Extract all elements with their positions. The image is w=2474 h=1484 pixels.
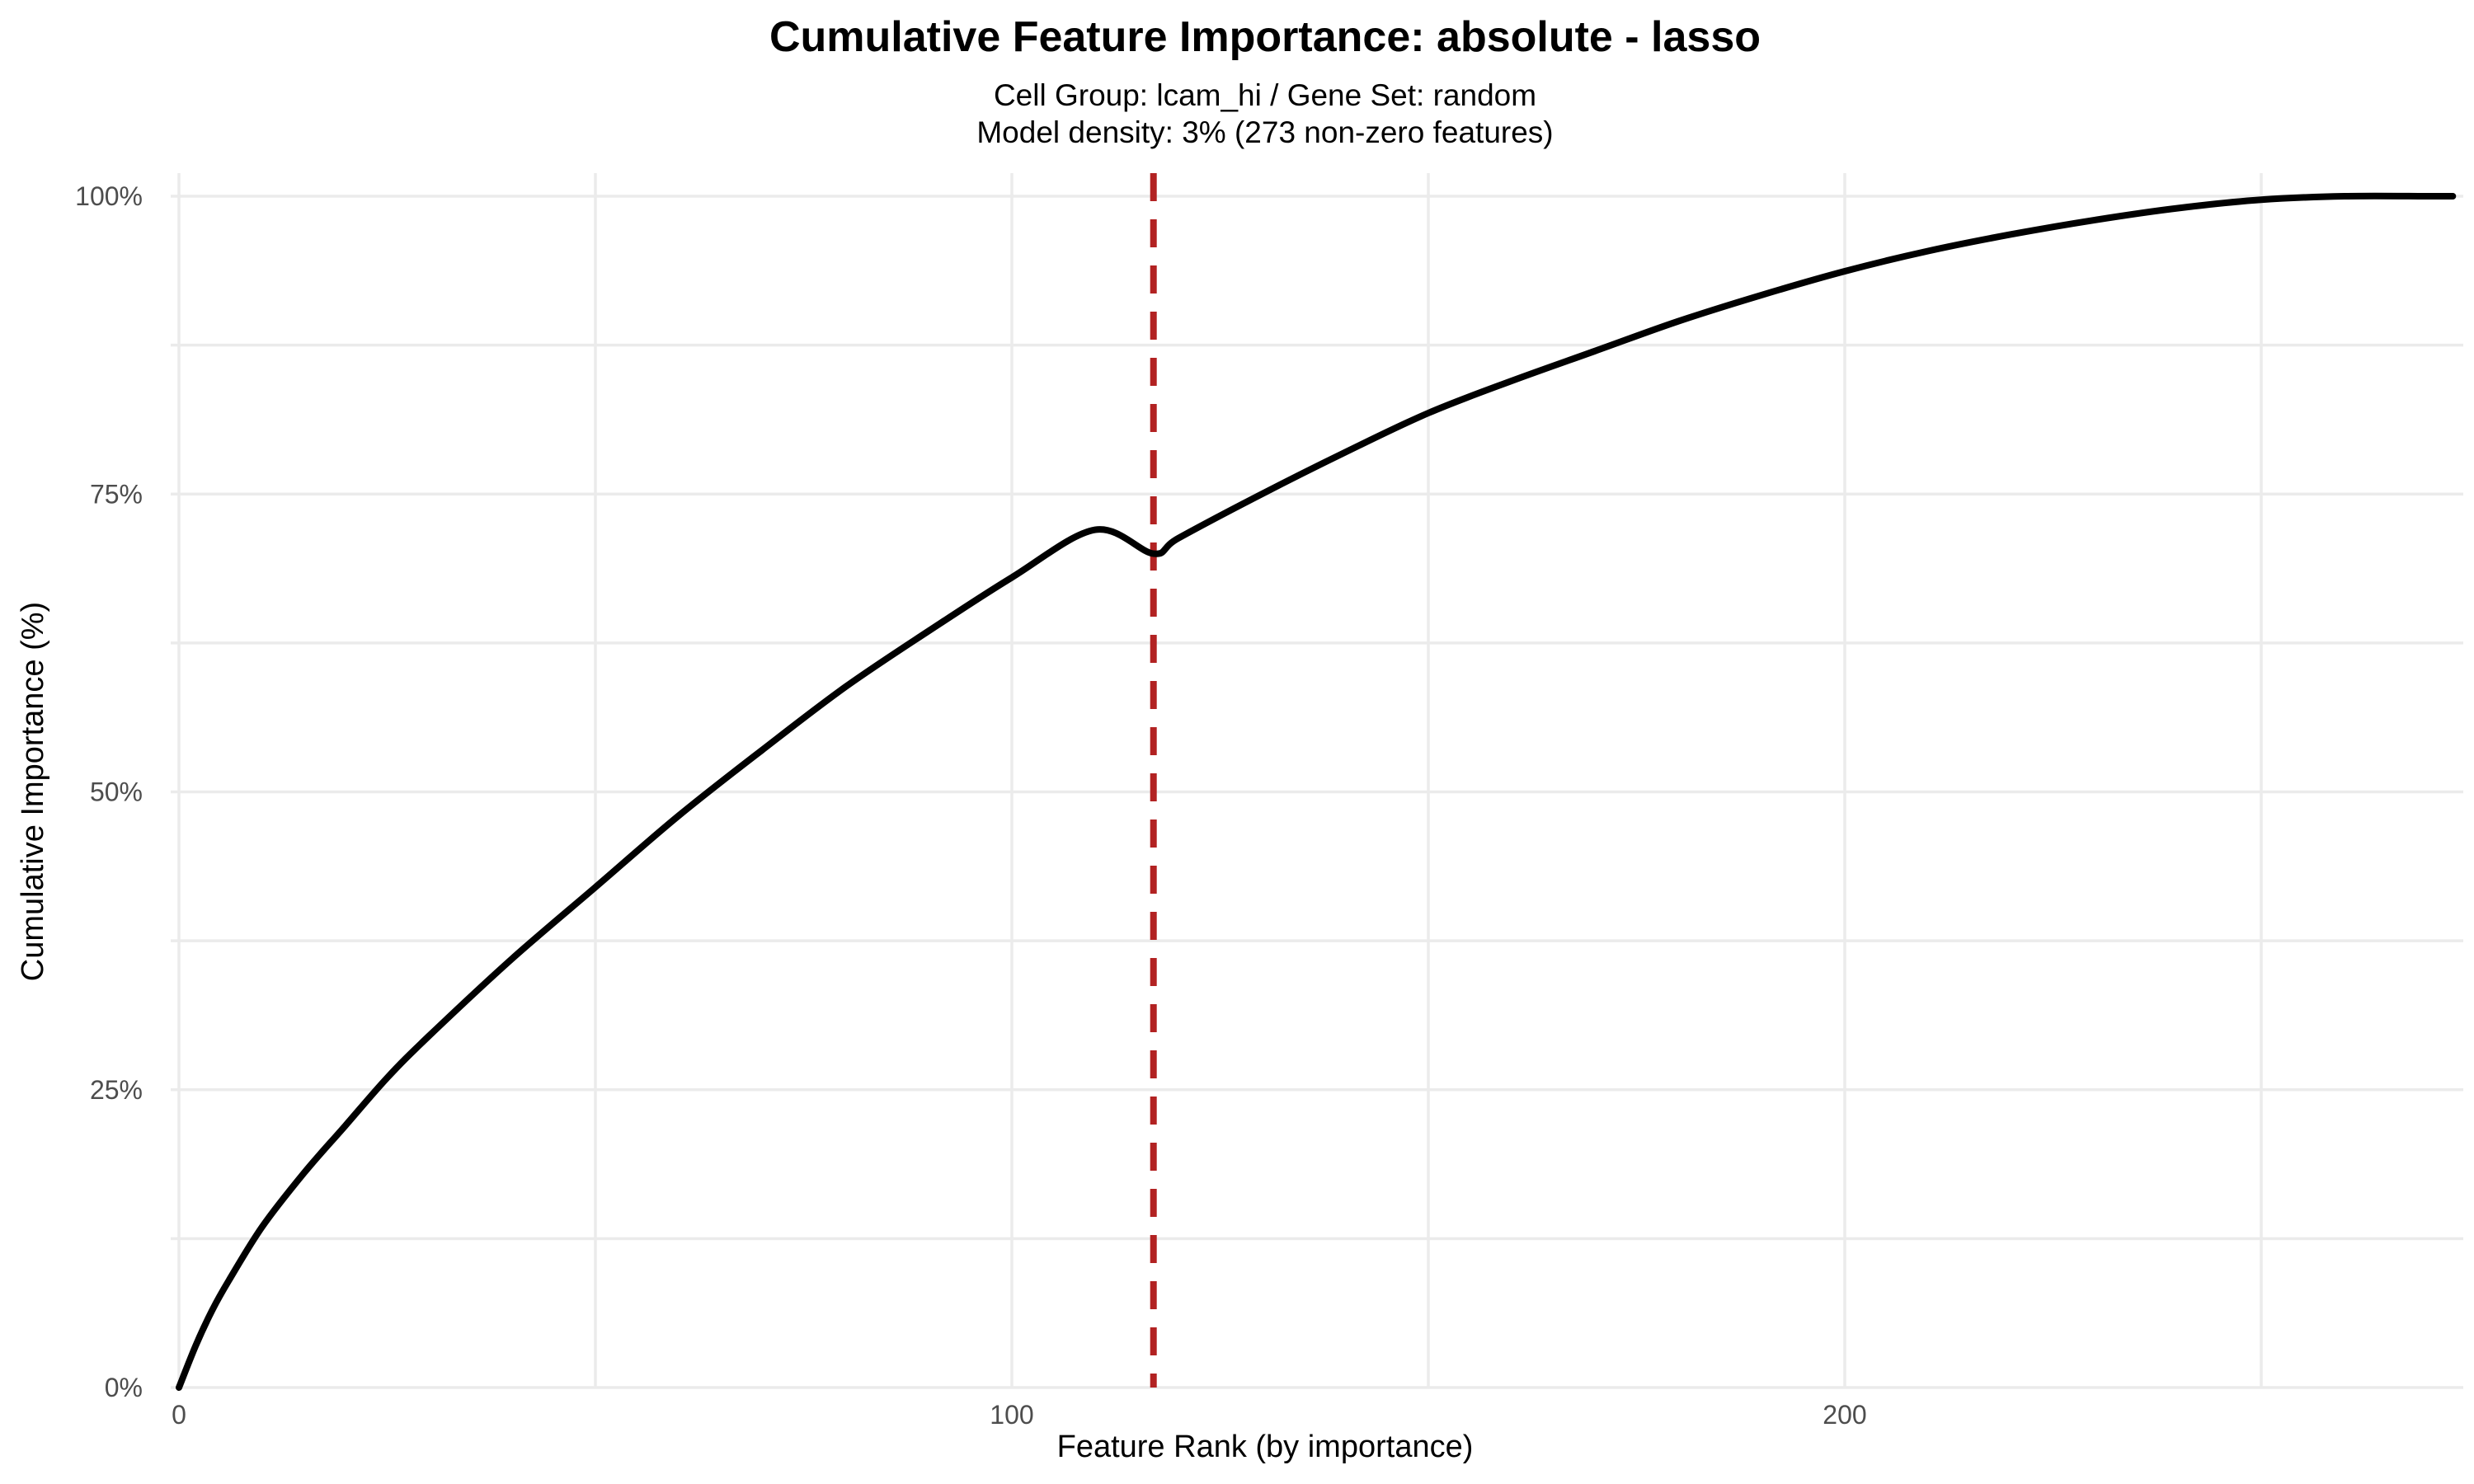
- x-tick-label: 100: [990, 1400, 1033, 1430]
- y-axis-ticks: 0% 25% 50% 75% 100%: [75, 181, 143, 1402]
- x-axis-title: Feature Rank (by importance): [1057, 1430, 1474, 1464]
- x-axis-ticks: 0 100 200: [172, 1400, 1867, 1430]
- x-tick-label: 0: [172, 1400, 186, 1430]
- y-tick-label: 75%: [90, 479, 143, 509]
- y-tick-label: 50%: [90, 777, 143, 807]
- y-tick-label: 0%: [105, 1373, 143, 1402]
- chart-subtitle-line-1: Cell Group: lcam_hi / Gene Set: random: [994, 78, 1536, 112]
- series-line: [176, 192, 2457, 1391]
- grid: [171, 173, 2463, 1389]
- y-tick-label: 25%: [90, 1075, 143, 1105]
- x-tick-label: 200: [1823, 1400, 1866, 1430]
- y-tick-label: 100%: [75, 181, 143, 211]
- chart-subtitle-line-2: Model density: 3% (273 non-zero features…: [976, 115, 1553, 149]
- y-axis-title: Cumulative Importance (%): [16, 602, 50, 981]
- chart-title: Cumulative Feature Importance: absolute …: [769, 13, 1761, 61]
- series: [176, 192, 2457, 1391]
